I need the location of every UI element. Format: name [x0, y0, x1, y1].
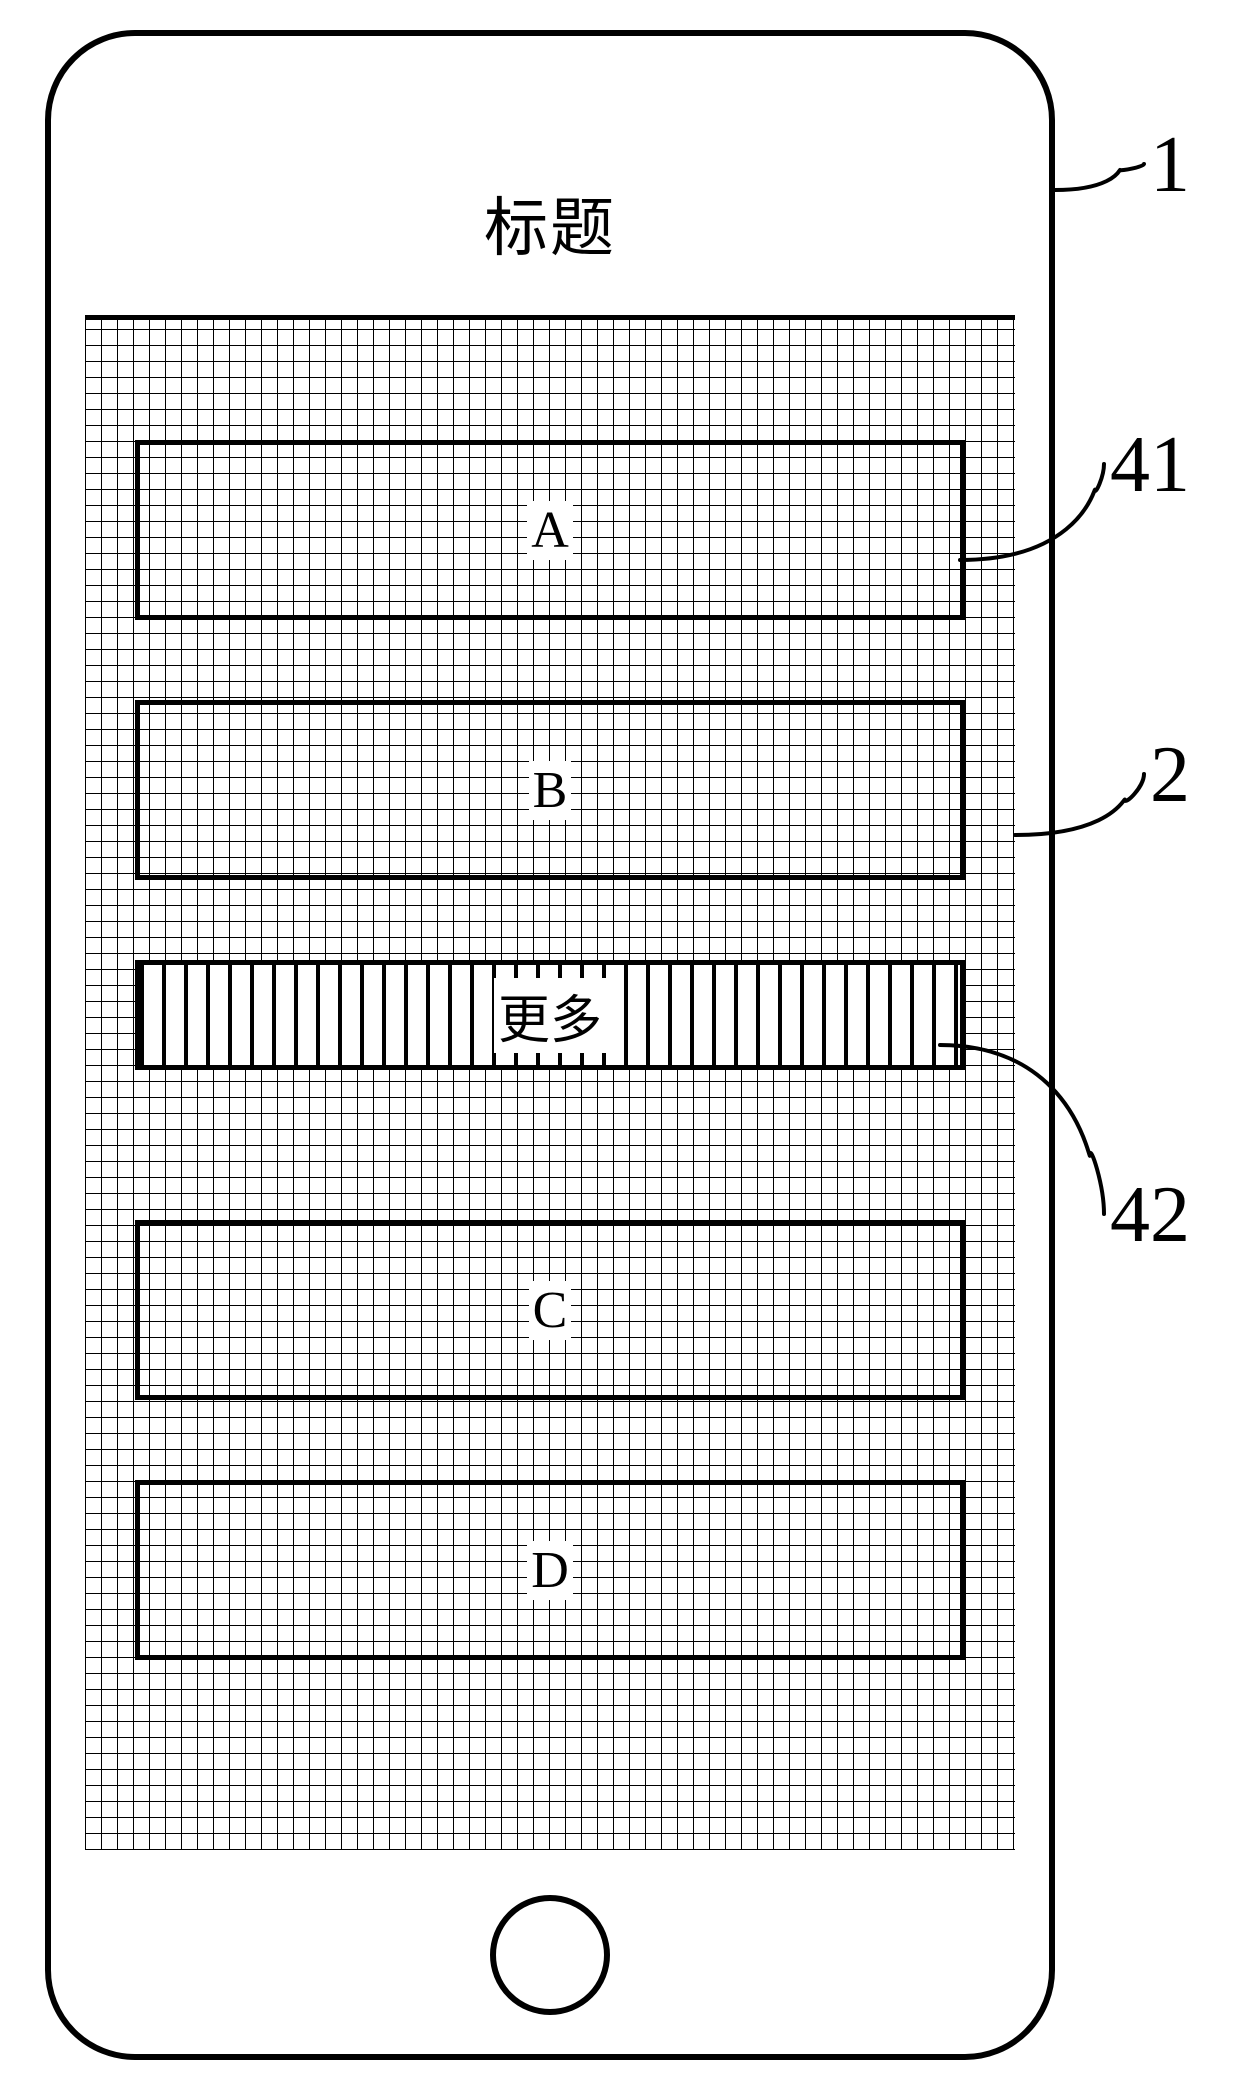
- callout-1: 1: [1150, 120, 1190, 211]
- list-item-d[interactable]: D: [135, 1480, 965, 1660]
- canvas: 标题 A B 更多 C D 1 41 2 42: [0, 0, 1239, 2092]
- callout-41: 41: [1110, 420, 1190, 511]
- more-button-label: 更多: [494, 978, 606, 1053]
- more-button[interactable]: 更多: [135, 960, 965, 1070]
- callout-2: 2: [1150, 730, 1190, 821]
- title-text: 标题: [484, 177, 616, 269]
- list-item-b[interactable]: B: [135, 700, 965, 880]
- home-button[interactable]: [490, 1895, 610, 2015]
- list-item-a[interactable]: A: [135, 440, 965, 620]
- list-item-label: C: [529, 1281, 572, 1340]
- list-item-c[interactable]: C: [135, 1220, 965, 1400]
- list-item-label: A: [527, 501, 573, 560]
- title-bar: 标题: [85, 130, 1015, 320]
- callout-42: 42: [1110, 1170, 1190, 1261]
- list-item-label: D: [527, 1541, 573, 1600]
- list-item-label: B: [529, 761, 572, 820]
